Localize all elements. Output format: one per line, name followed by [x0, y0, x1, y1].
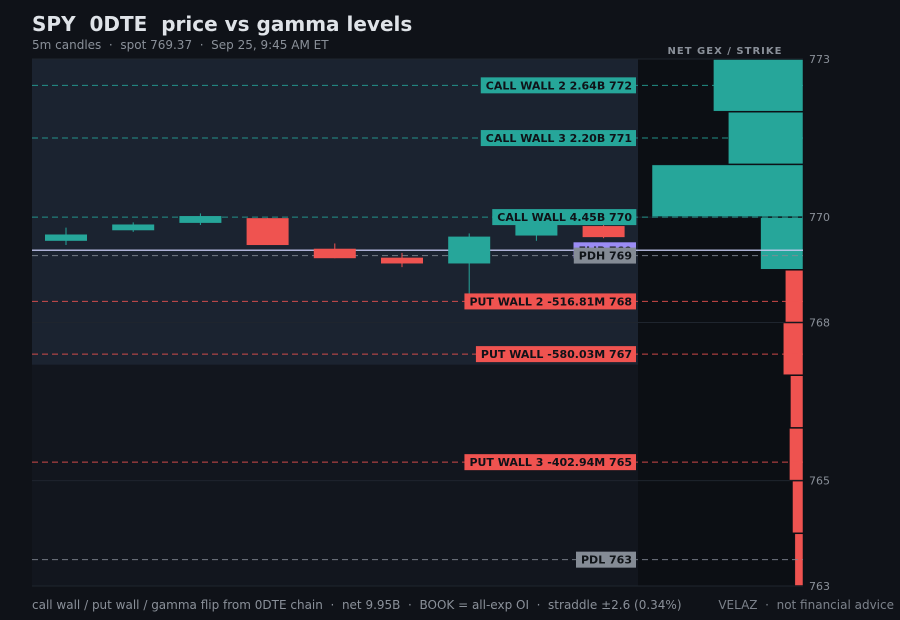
- gex-tick-label: 773: [809, 53, 830, 66]
- chart-title: SPY 0DTE price vs gamma levels: [32, 12, 413, 36]
- level-label: PUT WALL 3 -402.94M 765: [469, 456, 632, 469]
- candle-body: [313, 248, 356, 259]
- level-label-bg: [492, 209, 637, 226]
- candle-body: [381, 257, 423, 264]
- level-label: CALL WALL 2 2.64B 772: [486, 79, 632, 92]
- gex-bar: [790, 375, 804, 428]
- level-label: CALL WALL 3 2.20B 771: [486, 132, 632, 145]
- gex-bar: [651, 164, 804, 217]
- level-label-bg: [576, 551, 636, 568]
- candle-body: [246, 218, 289, 246]
- gex-tick-label: 763: [809, 580, 830, 593]
- candle-body: [448, 236, 491, 264]
- gex-tick-label: 768: [809, 317, 830, 330]
- gex-bar: [783, 322, 804, 375]
- candle-body: [179, 216, 222, 223]
- candle-body: [582, 226, 625, 238]
- gex-bar: [760, 217, 804, 270]
- gex-tick-label: 765: [809, 475, 830, 488]
- chart-subtitle: 5m candles · spot 769.37 · Sep 25, 9:45 …: [32, 38, 329, 52]
- footer-note: call wall / put wall / gamma flip from 0…: [32, 598, 682, 612]
- level-label: PDL 763: [581, 554, 632, 567]
- gex-bar: [792, 480, 804, 534]
- level-label-bg: [480, 130, 636, 147]
- level-label-bg: [464, 293, 636, 310]
- level-label: PDH 769: [579, 250, 632, 263]
- level-label-bg: [480, 77, 636, 94]
- candle-body: [112, 224, 155, 231]
- gex-bar: [785, 270, 804, 323]
- gex-panel-title: NET GEX / STRIKE: [668, 46, 783, 57]
- gex-bar: [789, 428, 804, 481]
- gex-bar: [713, 59, 804, 112]
- level-label-bg: [464, 454, 636, 471]
- level-label: CALL WALL 4.45B 770: [497, 211, 632, 224]
- footer-disclaimer: VELAZ · not financial advice: [718, 598, 894, 612]
- level-label: PUT WALL 2 -516.81M 768: [469, 295, 632, 308]
- level-label-bg: [573, 247, 636, 264]
- level-label-bg: [475, 346, 636, 363]
- candle-body: [45, 234, 87, 241]
- gex-tick-label: 770: [809, 211, 830, 224]
- level-label: PUT WALL -580.03M 767: [481, 348, 632, 361]
